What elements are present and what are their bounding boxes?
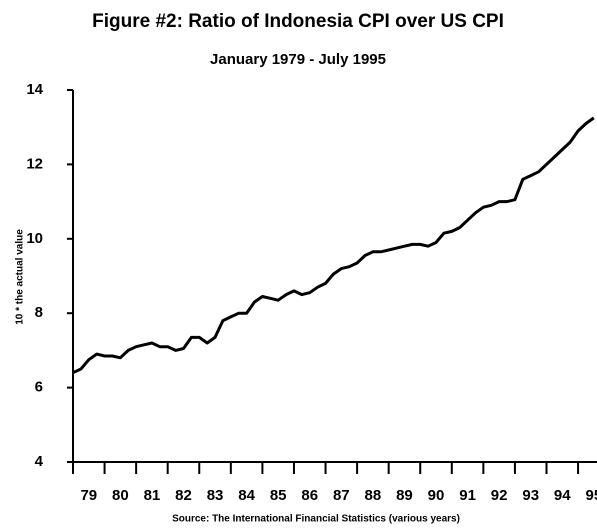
y-tick-label: 4 xyxy=(35,453,44,470)
x-tick-label: 95 xyxy=(585,487,597,504)
x-tick-label: 83 xyxy=(207,487,224,504)
x-tick-label: 92 xyxy=(491,487,508,504)
y-tick-label: 10 xyxy=(26,230,43,247)
data-line xyxy=(72,116,595,375)
x-tick-label: 81 xyxy=(144,487,161,504)
x-tick-label: 82 xyxy=(175,487,192,504)
y-tick-label: 8 xyxy=(35,304,43,321)
y-tick-label: 6 xyxy=(35,379,43,396)
chart-title: Figure #2: Ratio of Indonesia CPI over U… xyxy=(92,11,504,32)
x-tick-label: 87 xyxy=(333,487,350,504)
x-tick-label: 85 xyxy=(270,487,287,504)
x-tick-label: 84 xyxy=(238,487,255,504)
x-tick-label: 91 xyxy=(459,487,476,504)
source-note: Source: The International Financial Stat… xyxy=(172,514,460,525)
x-tick-label: 93 xyxy=(522,487,539,504)
x-tick-label: 94 xyxy=(554,487,571,504)
x-tick-label: 90 xyxy=(428,487,445,504)
chart-subtitle: January 1979 - July 1995 xyxy=(210,51,386,68)
y-axis-label: 10 * the actual value xyxy=(15,229,26,325)
x-tick-label: 80 xyxy=(112,487,129,504)
x-tick-label: 86 xyxy=(301,487,318,504)
y-tick-label: 14 xyxy=(26,81,43,98)
x-tick-label: 79 xyxy=(80,487,97,504)
y-tick-label: 12 xyxy=(26,155,43,172)
x-tick-label: 88 xyxy=(365,487,382,504)
x-tick-label: 89 xyxy=(396,487,413,504)
